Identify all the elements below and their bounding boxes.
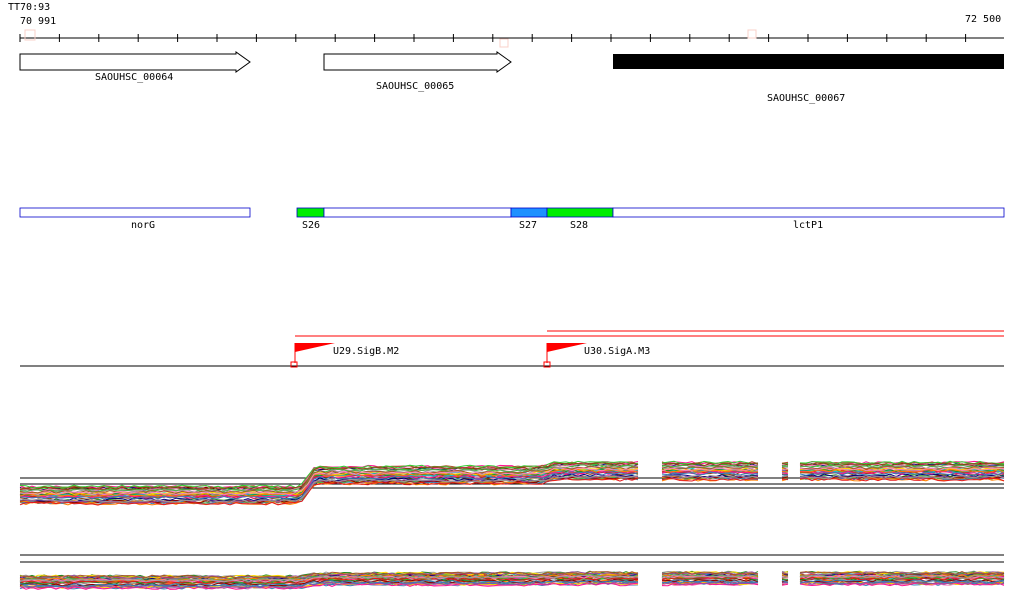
expression-line (19, 471, 1005, 500)
expression-line (20, 464, 1005, 493)
segment-label: norG (131, 220, 155, 231)
expression-line (19, 462, 1005, 491)
promoter-track (20, 330, 1004, 367)
expression-track-1 (19, 460, 1005, 506)
promoter-U29[interactable]: U29.SigB.M2 (290, 343, 399, 368)
gene-label: SAOUHSC_00067 (767, 93, 845, 104)
segment-S28[interactable]: S28 (546, 207, 614, 231)
gene-label: SAOUHSC_00065 (376, 81, 454, 92)
expression-line (19, 477, 1005, 506)
axis-start-label: 70 991 (20, 16, 56, 27)
expression-line (19, 461, 1005, 490)
gene-SAOUHSC_00064[interactable]: SAOUHSC_00064 (19, 51, 251, 83)
expression-line (19, 465, 1005, 494)
expression-line (19, 467, 1005, 496)
segment-S26[interactable]: S26 (296, 207, 325, 231)
expression-line (19, 576, 1005, 585)
promoter-label: U30.SigA.M3 (584, 346, 650, 357)
coordinate-axis: TT70:93 70 991 72 500 (8, 2, 1004, 48)
gene-SAOUHSC_00067[interactable]: SAOUHSC_00067 (613, 54, 1004, 104)
promoter-label: U29.SigB.M2 (333, 346, 399, 357)
expression-line (19, 460, 1005, 489)
axis-end-label: 72 500 (965, 14, 1001, 25)
expression-line (19, 580, 1005, 589)
expression-line (19, 571, 1005, 579)
segment-lctP1[interactable]: lctP1 (612, 207, 1005, 231)
expression-track-2 (19, 554, 1005, 590)
expression-line (20, 571, 1005, 579)
expression-line (19, 463, 1005, 492)
gene-SAOUHSC_00065[interactable]: SAOUHSC_00065 (323, 51, 512, 92)
expression-line (19, 465, 1005, 494)
expression-line (19, 477, 1005, 506)
segment-norG[interactable]: norG (19, 207, 251, 231)
expression-line (19, 574, 1005, 583)
gene-label: SAOUHSC_00064 (95, 72, 173, 83)
expression-line (19, 474, 1005, 503)
segment-label: S28 (570, 220, 588, 231)
segment-label: lctP1 (793, 220, 823, 231)
promoter-U30[interactable]: U30.SigA.M3 (543, 343, 650, 368)
expression-line (19, 579, 1005, 587)
segment-label: S27 (519, 220, 537, 231)
segment-S27[interactable]: S27 (510, 207, 548, 231)
segment-label: S26 (302, 220, 320, 231)
expression-line (19, 582, 1005, 590)
expression-line (19, 572, 1005, 581)
overlay-label: TT70:93 (8, 2, 50, 13)
segment-unnamed[interactable] (323, 207, 512, 218)
